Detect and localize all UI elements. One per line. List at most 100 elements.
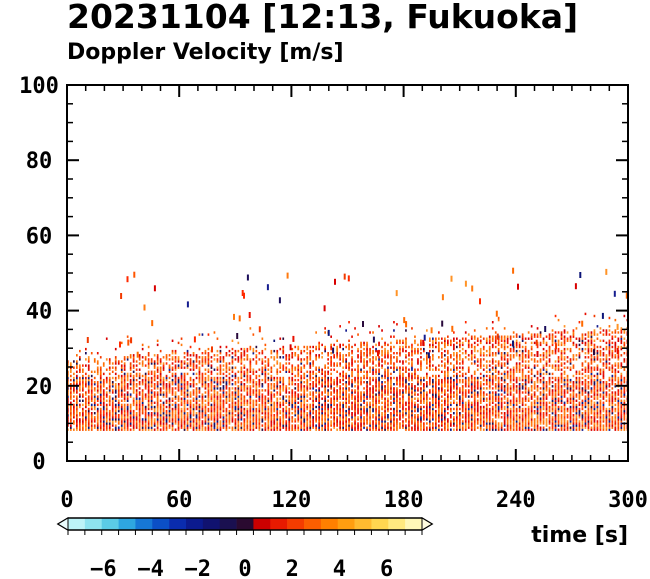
heatmap-cell xyxy=(363,358,365,361)
heatmap-cell xyxy=(399,347,401,351)
heatmap-cell xyxy=(503,387,506,390)
heatmap-cell xyxy=(129,405,132,409)
heatmap-cell xyxy=(288,414,291,417)
heatmap-cell xyxy=(399,341,401,345)
heatmap-cell xyxy=(300,362,303,365)
heatmap-cell xyxy=(306,389,309,392)
heatmap-cell xyxy=(539,343,542,347)
heatmap-cell xyxy=(79,387,81,390)
heatmap-cell xyxy=(533,366,536,369)
heatmap-cell xyxy=(521,422,524,425)
heatmap-cell xyxy=(76,420,78,423)
heatmap-cell xyxy=(459,349,461,353)
heatmap-cell xyxy=(372,403,374,407)
heatmap-cell xyxy=(348,374,350,378)
heatmap-cell xyxy=(450,416,452,419)
heatmap-cell xyxy=(408,374,410,378)
heatmap-cell xyxy=(345,422,347,425)
heatmap-cell xyxy=(399,391,401,394)
heatmap-cell xyxy=(518,409,521,413)
heatmap-cell xyxy=(102,393,105,396)
heatmap-cell xyxy=(255,403,258,407)
heatmap-cell xyxy=(432,422,434,425)
heatmap-cell xyxy=(85,416,87,419)
heatmap-cell xyxy=(297,378,300,382)
heatmap-cell xyxy=(441,360,443,363)
heatmap-cell xyxy=(539,387,542,390)
heatmap-cell xyxy=(491,376,494,380)
heatmap-cell xyxy=(345,381,347,384)
heatmap-cell xyxy=(222,364,225,367)
heatmap-cell xyxy=(348,381,350,384)
heatmap-cell xyxy=(336,397,338,400)
heatmap-cell xyxy=(476,381,479,384)
heatmap-cell xyxy=(162,428,165,431)
heatmap-cell xyxy=(225,428,228,431)
heatmap-cell xyxy=(228,416,231,419)
heatmap-cell xyxy=(225,391,228,394)
heatmap-cell xyxy=(225,362,228,365)
heatmap-cell xyxy=(503,401,506,404)
heatmap-cell xyxy=(306,393,309,396)
heatmap-cell xyxy=(393,418,395,421)
heatmap-cell xyxy=(282,383,285,386)
heatmap-cell xyxy=(171,428,174,431)
heatmap-cell xyxy=(309,409,312,413)
heatmap-cell xyxy=(539,428,542,431)
heatmap-cell xyxy=(479,422,482,425)
heatmap-cell xyxy=(114,403,117,407)
heatmap-cell xyxy=(195,416,198,419)
heatmap-cell xyxy=(108,372,111,376)
heatmap-cell xyxy=(291,378,294,382)
heatmap-cell xyxy=(252,412,255,415)
heatmap-cell xyxy=(333,426,335,429)
heatmap-cell xyxy=(300,376,303,380)
heatmap-cell xyxy=(441,409,443,413)
heatmap-cell xyxy=(201,364,204,367)
heatmap-cell xyxy=(402,397,404,400)
heatmap-cell xyxy=(159,416,162,419)
heatmap-cell xyxy=(165,424,168,427)
heatmap-cell xyxy=(300,412,303,415)
heatmap-cell xyxy=(420,409,422,413)
heatmap-cell xyxy=(156,383,159,386)
heatmap-cell xyxy=(231,409,234,413)
heatmap-cell xyxy=(533,426,536,429)
heatmap-cell xyxy=(261,383,264,386)
heatmap-cell xyxy=(411,412,413,415)
heatmap-cell xyxy=(153,372,156,376)
heatmap-cell xyxy=(485,397,488,400)
heatmap-cell xyxy=(117,426,120,429)
heatmap-cell xyxy=(509,370,512,373)
heatmap-cell xyxy=(111,412,114,415)
heatmap-cell xyxy=(366,426,368,429)
heatmap-cell xyxy=(171,356,174,359)
heatmap-cell xyxy=(456,420,458,423)
heatmap-cell xyxy=(387,356,389,359)
heatmap-cell xyxy=(96,414,99,417)
heatmap-cell xyxy=(183,401,186,404)
heatmap-cell xyxy=(135,389,138,392)
heatmap-cell xyxy=(432,405,434,409)
heatmap-cell xyxy=(363,374,365,378)
heatmap-cell xyxy=(300,389,303,392)
heatmap-cell xyxy=(497,343,500,347)
heatmap-cell xyxy=(420,339,422,342)
heatmap-cell xyxy=(252,385,255,388)
heatmap-cell xyxy=(536,381,539,384)
heatmap-cell xyxy=(82,368,84,371)
heatmap-cell xyxy=(114,372,117,376)
heatmap-cell xyxy=(321,343,323,347)
heatmap-cell xyxy=(168,385,171,388)
heatmap-cell xyxy=(76,370,78,373)
heatmap-cell xyxy=(147,389,150,392)
heatmap-cell xyxy=(429,401,431,404)
heatmap-cell xyxy=(324,383,326,386)
heatmap-cell xyxy=(539,399,542,402)
heatmap-cell xyxy=(276,412,279,415)
heatmap-cell xyxy=(315,426,317,429)
heatmap-cell xyxy=(426,356,428,359)
heatmap-cell xyxy=(159,378,162,382)
heatmap-cell xyxy=(521,337,524,340)
heatmap-cell xyxy=(141,418,144,421)
